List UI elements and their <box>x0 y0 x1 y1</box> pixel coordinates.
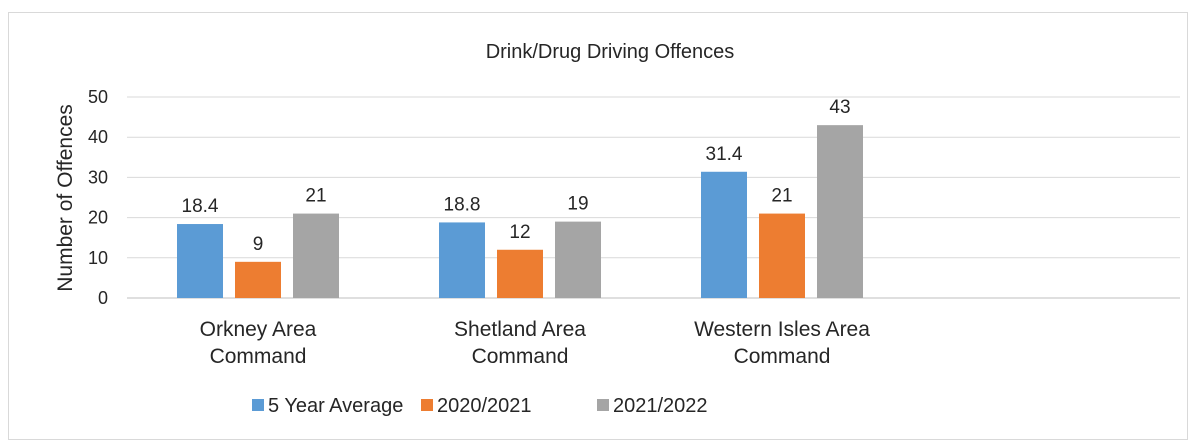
data-label: 21 <box>305 186 326 207</box>
gridlines <box>127 96 1180 299</box>
legend-swatch <box>597 399 609 411</box>
x-tick-label: Orkney Area <box>200 318 317 341</box>
legend-entry: 2020/2021 <box>437 395 532 417</box>
y-axis-label: Number of Offences <box>54 104 77 292</box>
bars <box>177 125 863 298</box>
legend-entry: 2021/2022 <box>613 395 708 417</box>
x-tick-label: Command <box>210 345 307 368</box>
x-tick-label: Shetland Area <box>454 318 586 341</box>
bar <box>235 261 281 298</box>
legend-swatch <box>252 399 264 411</box>
bar <box>439 222 485 298</box>
bar <box>497 249 543 298</box>
data-labels: 18.4 9 21 18.8 12 19 31.4 21 43 <box>182 97 851 255</box>
y-tick-label: 30 <box>88 167 108 187</box>
y-tick-labels: 0 10 20 30 40 50 <box>88 87 108 308</box>
data-label: 12 <box>509 222 530 243</box>
bar <box>555 221 601 298</box>
bar <box>177 224 223 298</box>
legend: 5 Year Average 2020/2021 2021/2022 <box>252 395 708 417</box>
x-tick-label: Command <box>734 345 831 368</box>
bar <box>759 213 805 298</box>
data-label: 31.4 <box>706 144 743 165</box>
legend-entry: 5 Year Average <box>268 395 403 417</box>
data-label: 19 <box>567 194 588 215</box>
y-tick-label: 40 <box>88 127 108 147</box>
y-tick-label: 10 <box>88 248 108 268</box>
bar <box>293 213 339 298</box>
chart-title: Drink/Drug Driving Offences <box>486 41 735 63</box>
bar <box>817 125 863 298</box>
y-tick-label: 20 <box>88 208 108 228</box>
bar <box>701 171 747 298</box>
data-label: 18.8 <box>444 194 481 215</box>
data-label: 9 <box>253 234 264 255</box>
data-label: 21 <box>771 186 792 207</box>
legend-swatch <box>421 399 433 411</box>
category-labels: Orkney Area Command Shetland Area Command We… <box>200 318 871 368</box>
data-label: 18.4 <box>182 196 219 217</box>
x-tick-label: Command <box>472 345 569 368</box>
y-tick-label: 50 <box>88 87 108 107</box>
y-tick-label: 0 <box>98 288 108 308</box>
data-label: 43 <box>829 97 850 118</box>
x-tick-label: Western Isles Area <box>694 318 870 341</box>
